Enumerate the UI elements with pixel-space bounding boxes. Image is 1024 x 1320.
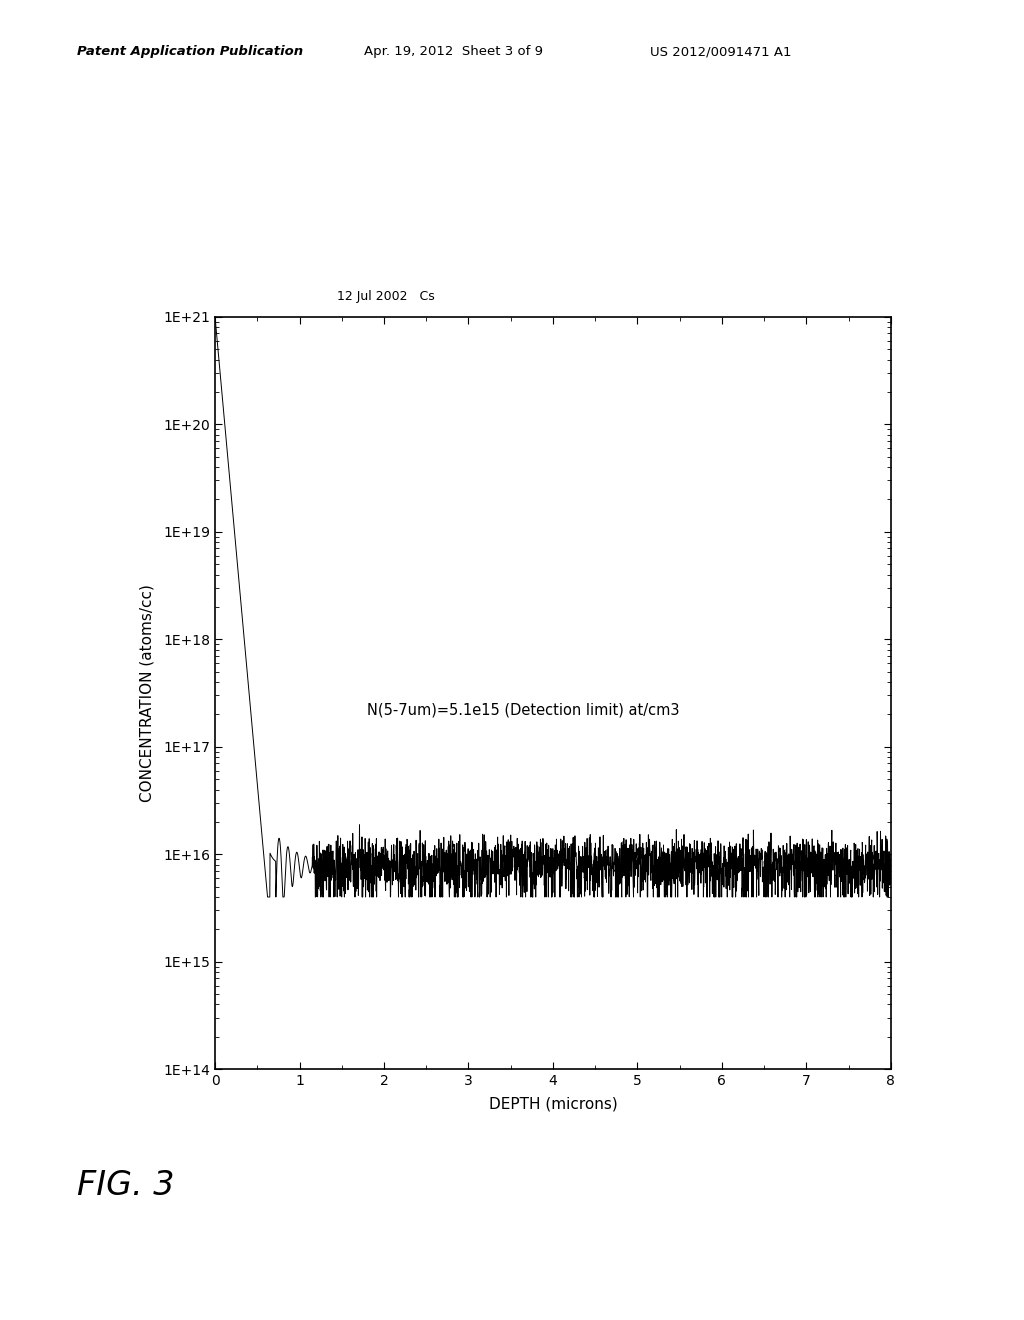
Text: FIG. 3: FIG. 3 bbox=[77, 1168, 174, 1201]
Text: US 2012/0091471 A1: US 2012/0091471 A1 bbox=[650, 45, 792, 58]
Text: Apr. 19, 2012  Sheet 3 of 9: Apr. 19, 2012 Sheet 3 of 9 bbox=[364, 45, 543, 58]
X-axis label: DEPTH (microns): DEPTH (microns) bbox=[488, 1097, 617, 1111]
Text: 12 Jul 2002   Cs: 12 Jul 2002 Cs bbox=[337, 290, 434, 304]
Text: N(5-7um)=5.1e15 (Detection limit) at/cm3: N(5-7um)=5.1e15 (Detection limit) at/cm3 bbox=[368, 702, 680, 717]
Text: N: N bbox=[867, 853, 880, 867]
Text: Patent Application Publication: Patent Application Publication bbox=[77, 45, 303, 58]
Y-axis label: CONCENTRATION (atoms/cc): CONCENTRATION (atoms/cc) bbox=[140, 583, 155, 803]
